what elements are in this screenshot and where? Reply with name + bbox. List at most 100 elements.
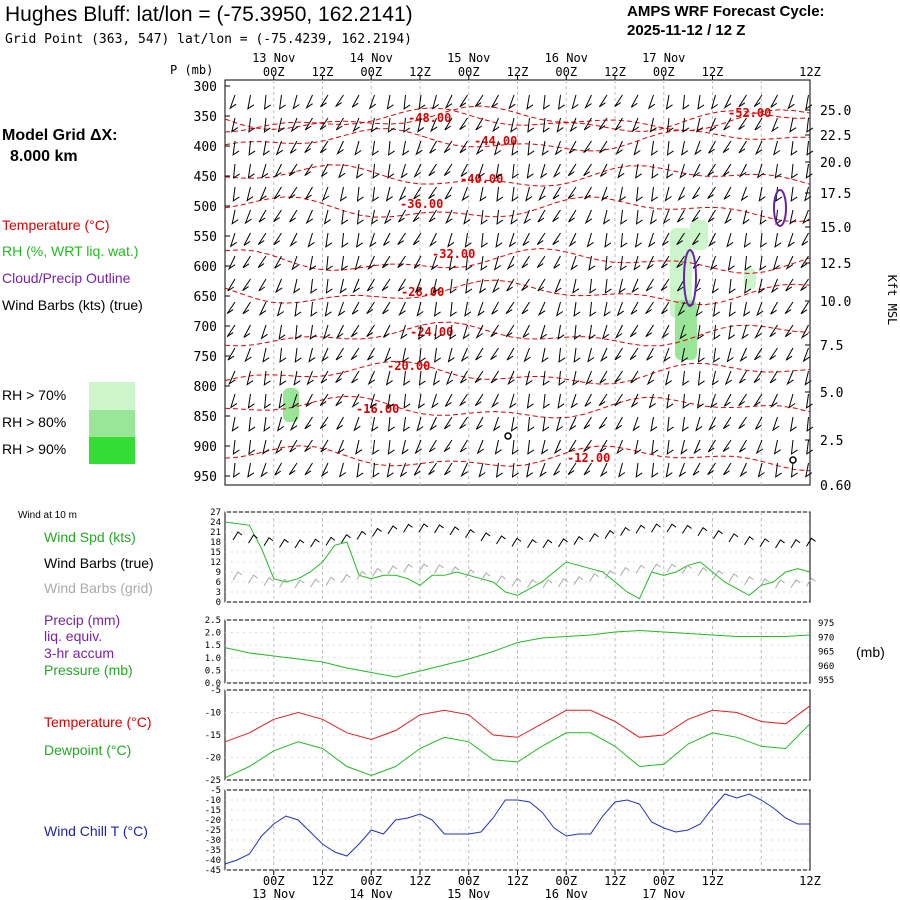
wind-barb [614,117,623,131]
surface-wind-barb [403,523,413,533]
wind-barb [263,416,271,432]
wind-barb [387,393,395,409]
wind-panel-ytick: 21 [210,528,221,538]
surface-wind-barb-grid [589,573,599,583]
temperature-panel-ytick: -5 [210,686,221,696]
wind-barb [711,278,719,294]
model-grid-value: 8.000 km [10,148,78,165]
wind-barb [412,209,422,223]
wind-barb [232,163,240,179]
surface-wind-barb-grid [387,565,398,575]
wind-barb [263,370,271,386]
wind-barb [324,301,332,317]
wind-barb [646,370,655,386]
wind-barb [445,370,454,386]
time-tick-label-bottom: 00Z [653,874,675,888]
wind-barb [325,255,333,271]
wind-barb [401,347,409,363]
wind-barb [495,462,503,478]
temperature-contour [224,321,811,347]
wind-barb [588,255,596,271]
wind-barb [568,232,577,248]
wind-barb [682,393,690,409]
wind-barb [320,370,329,384]
wind-barb [630,370,639,384]
time-tick-label: 00Z [653,65,675,79]
precip-pressure-panel-ytick: 0.0 [205,679,221,689]
wind-barb [573,324,581,340]
wind-barb [290,117,298,133]
wind-barb [772,416,780,432]
wind-barb [583,462,592,476]
wind-barb [666,393,674,409]
wind-barb [372,186,380,202]
surface-wind-barb [620,526,630,536]
wind-barb [412,232,422,246]
wind-barb [744,255,752,271]
wind-barb [276,301,284,317]
temperature-panel-ytick: -10 [205,709,221,719]
wind-barb [676,255,685,269]
wind-barb [756,163,765,179]
wind-barb [465,255,473,271]
wind-barb [294,324,302,340]
wind-barb [769,324,778,338]
wind-barb [646,255,654,271]
wind-barb [449,324,457,340]
wind-barb [418,370,426,386]
forecast-cycle-label: AMPS WRF Forecast Cycle: [627,3,825,20]
surface-wind-barb [527,539,537,549]
forecast-cycle-value: 2025-11-12 / 12 Z [627,22,746,39]
wind-barb [542,370,550,386]
wind-barb [631,278,639,294]
wind-barb [247,462,255,478]
wind-barb [600,163,608,177]
surface-wind-barb-grid [527,579,537,589]
wind-barb [341,232,349,248]
temperature-contour [224,279,811,306]
wind-barb [339,186,347,202]
wind-barb [370,117,378,133]
wind-barb [414,439,422,455]
wind-barb [759,209,767,225]
wind-barb [756,301,764,317]
wind-barb [708,140,716,154]
wind-barb [603,301,611,317]
wind-barb [262,140,270,156]
wind-barb [383,232,391,246]
wind-barb [707,186,716,200]
wind-barb [294,347,302,363]
wind-barb [431,393,439,409]
wind-barb [429,117,438,133]
wind-barb [539,462,547,478]
wind-barb [459,416,468,430]
wind-barb [770,301,778,315]
wind-barb [306,370,314,386]
wind-barb [279,347,287,363]
wind-barb [335,370,344,384]
wind-barb [663,347,671,363]
wind-barb [552,232,561,246]
wind-barb [572,370,580,386]
wind-barb [521,255,530,269]
wind-barb [568,209,577,223]
temperature-panel-ytick: -15 [205,731,221,741]
wind-barb [508,232,516,248]
wind-barb [790,140,798,156]
cloud-outline [683,249,697,307]
wind-barb [428,462,437,476]
wind-barb [632,416,640,432]
time-tick-label: 12Z [409,65,431,79]
legend-wind-barbs: Wind Barbs (kts) (true) [2,297,143,313]
wind-barb [573,347,581,363]
wind-barb [399,462,407,478]
temperature-contour-label: -48.00 [408,111,451,125]
wind-barb [557,393,565,409]
wind-barb [477,301,485,317]
wind-barb [677,301,685,317]
wind-barb [553,462,561,476]
wind-barb [666,439,674,455]
surface-wind-barb-grid [604,569,615,579]
wind-barb [258,209,267,223]
wind-barb [289,209,298,223]
